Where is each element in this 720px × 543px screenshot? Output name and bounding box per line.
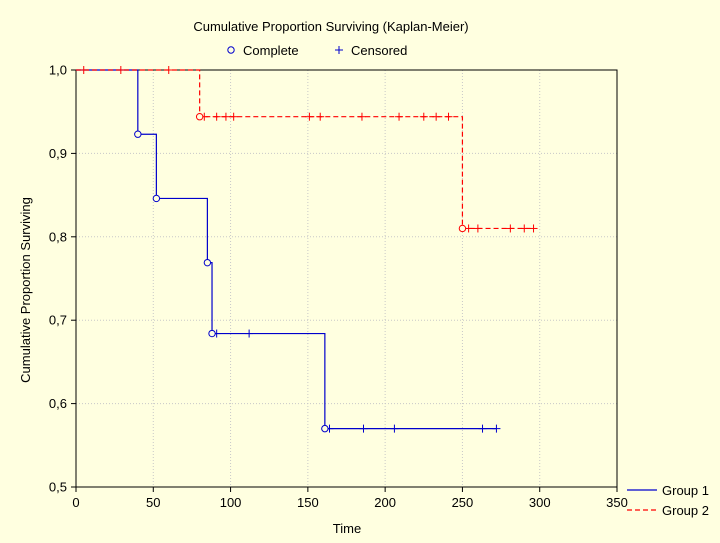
group-1-complete-marker: [134, 130, 142, 138]
group-1-censored-marker: [492, 424, 501, 433]
group-2-complete-marker: [458, 224, 467, 233]
censored-legend-label: Censored: [351, 43, 407, 58]
group-2-complete-marker: [195, 113, 204, 121]
x-tick-label: 350: [606, 495, 628, 510]
censored-legend-marker: [335, 46, 343, 54]
grid: [76, 69, 618, 488]
axes: 0 50 100 150 200 250 300 350 0,5 0,6 0,7 0,8 0,9 1,0: [49, 63, 628, 511]
group-2-censored-marker: [357, 112, 366, 121]
group-1-complete-marker: [208, 329, 216, 338]
group-2-censored-marker: [432, 112, 441, 121]
chart-title: Cumulative Proportion Surviving (Kaplan-…: [193, 19, 468, 34]
group-2-censored-marker: [116, 66, 125, 74]
y-tick-label: 0,6: [49, 396, 67, 411]
group-1-censored-marker: [245, 329, 254, 338]
y-tick-label: 0,5: [49, 480, 67, 495]
group-1-censored-marker: [359, 424, 368, 433]
x-tick-label: 150: [297, 495, 319, 510]
group-2-legend-label: Group 2: [662, 503, 709, 518]
group-2-censored-marker: [212, 112, 221, 121]
group-2-censored-marker: [419, 112, 428, 121]
x-tick-label: 200: [374, 495, 396, 510]
complete-legend-marker: [227, 46, 235, 54]
group-1-censored-marker: [390, 424, 399, 433]
group-2-censored-marker: [316, 112, 325, 121]
group-2-survival-line: [76, 69, 534, 230]
series-layer: [76, 66, 538, 433]
x-tick-label: 50: [146, 495, 160, 510]
x-tick-label: 100: [220, 495, 242, 510]
y-axis-title: Cumulative Proportion Surviving: [18, 197, 33, 383]
group-2-censored-marker: [395, 112, 404, 121]
x-tick-label: 300: [529, 495, 551, 510]
group-2-censored-marker: [221, 112, 230, 121]
group-1-complete-marker: [152, 194, 161, 203]
y-tick-label: 0,7: [49, 313, 67, 328]
marker-legend: Complete Censored: [227, 43, 407, 58]
series-legend: Group 1 Group 2: [627, 483, 709, 518]
group-2-censored-marker: [444, 112, 453, 121]
group-2-censored-marker: [506, 224, 515, 233]
group-1-survival-line: [76, 69, 497, 430]
y-tick-label: 0,9: [49, 146, 67, 161]
group-2-censored-marker: [164, 66, 173, 74]
group-2-censored-marker: [229, 112, 238, 121]
group-2-censored-marker: [529, 224, 538, 233]
y-tick-label: 0,8: [49, 229, 67, 244]
group-2-censored-marker: [520, 224, 529, 233]
x-tick-label: 0: [72, 495, 79, 510]
group-2-censored-marker: [473, 224, 482, 233]
plot-frame: [75, 69, 618, 488]
group-1-legend-label: Group 1: [662, 483, 709, 498]
y-tick-label: 1,0: [49, 63, 67, 78]
x-axis-title: Time: [333, 521, 361, 536]
group-2-censored-marker: [305, 112, 314, 121]
group-2-censored-marker: [79, 66, 88, 74]
x-tick-label: 250: [452, 495, 474, 510]
group-1-complete-marker: [321, 424, 329, 433]
group-1-censored-marker: [478, 424, 487, 433]
complete-legend-label: Complete: [243, 43, 299, 58]
group-1-complete-marker: [203, 258, 212, 267]
